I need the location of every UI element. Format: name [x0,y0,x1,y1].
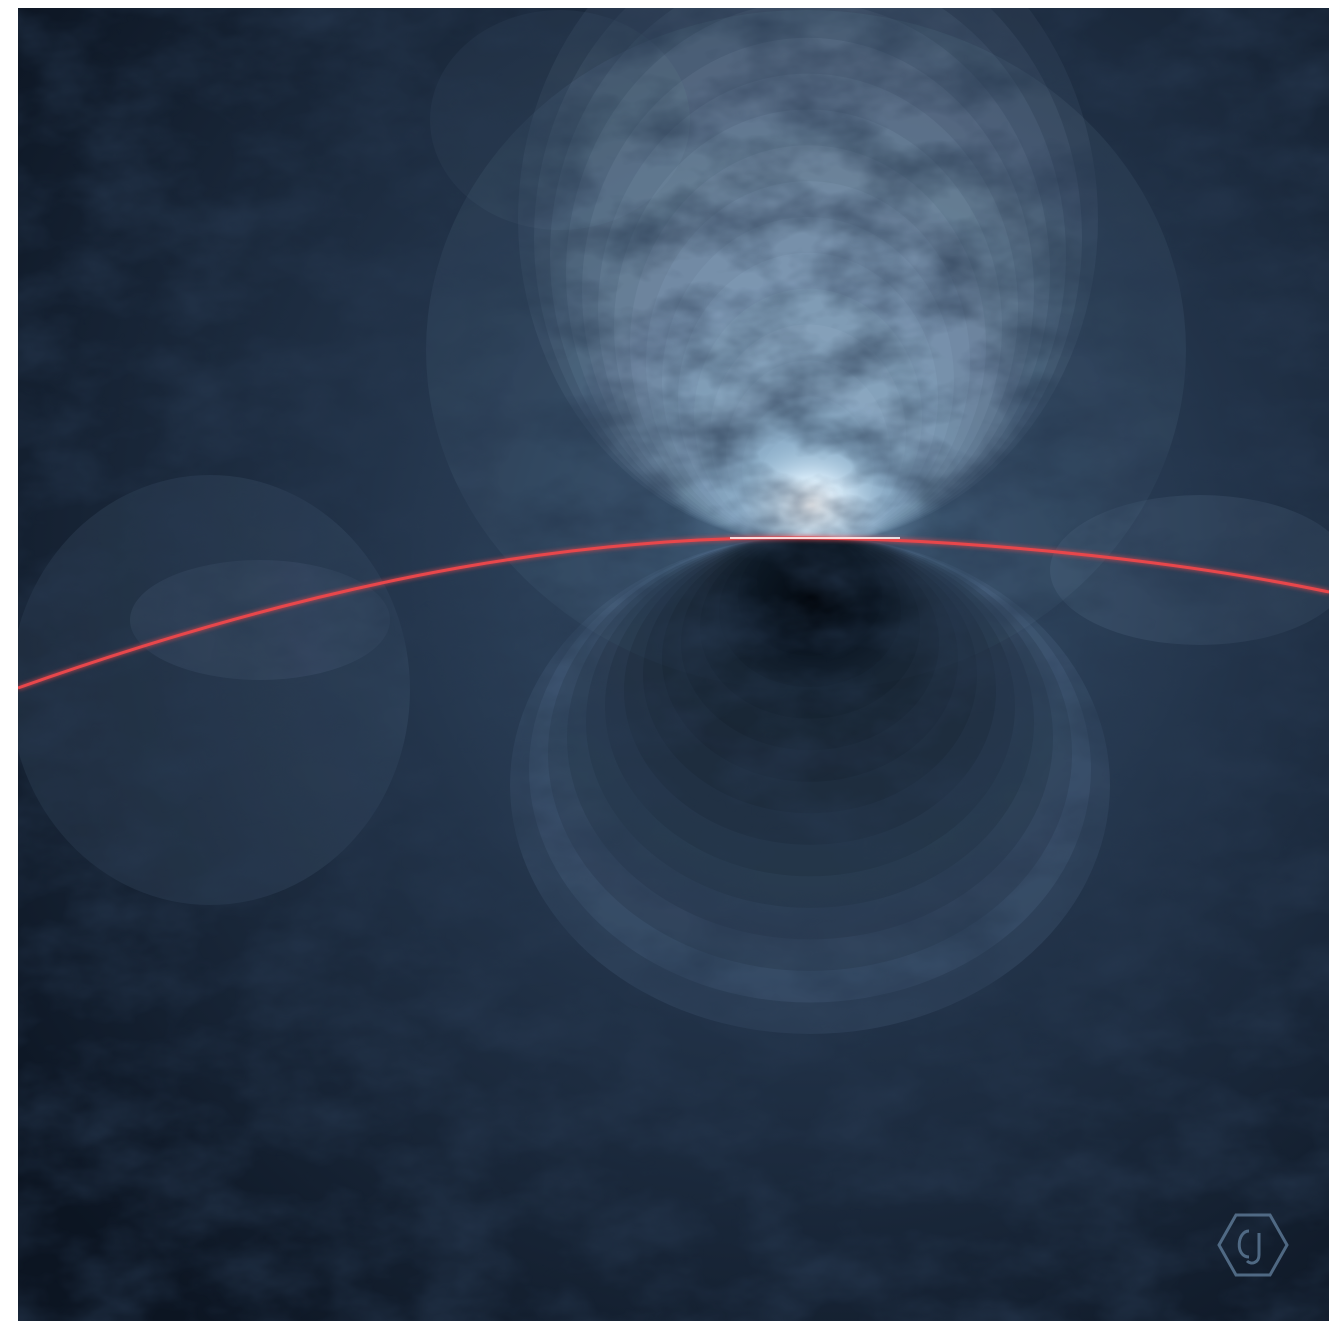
canvas [18,8,1329,1321]
logo-hexagon [1217,1213,1289,1277]
texture [18,8,1329,1321]
signature-logo [1217,1213,1289,1277]
logo-j [1245,1233,1261,1265]
logo-c [1237,1229,1250,1259]
